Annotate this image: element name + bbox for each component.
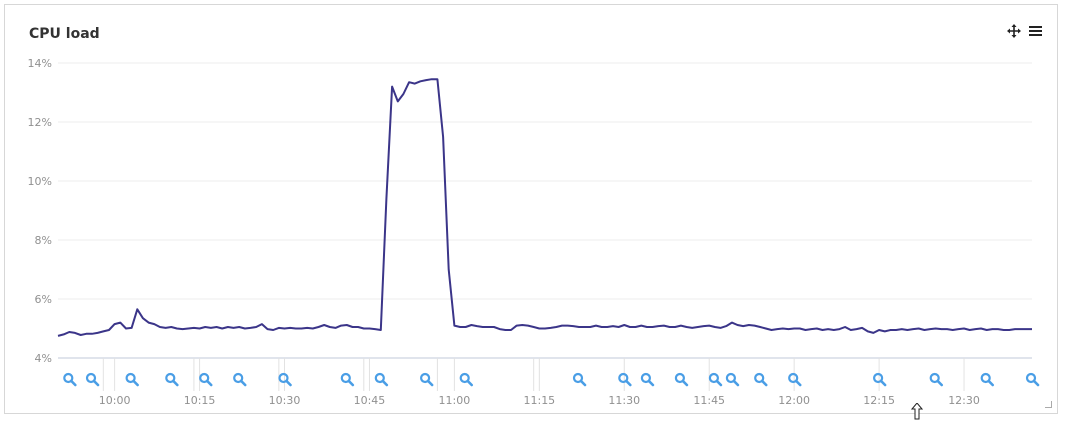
- y-tick-label: 12%: [28, 116, 52, 129]
- y-tick-label: 14%: [28, 57, 52, 70]
- event-marker-search-icon[interactable]: [233, 372, 247, 387]
- event-marker-search-icon[interactable]: [125, 372, 139, 387]
- x-tick-label: 12:30: [948, 394, 980, 407]
- event-marker-search-icon[interactable]: [459, 372, 474, 387]
- event-marker-search-icon[interactable]: [618, 372, 632, 387]
- cpu-load-series-line: [57, 78, 1032, 337]
- x-tick-label: 10:15: [184, 394, 216, 407]
- x-tick-label: 10:30: [269, 394, 301, 407]
- event-marker-search-icon[interactable]: [872, 372, 887, 387]
- event-marker-search-icon[interactable]: [374, 372, 389, 387]
- x-tick-label: 12:00: [778, 394, 810, 407]
- event-marker-search-icon[interactable]: [708, 372, 723, 387]
- event-marker-search-icon[interactable]: [980, 372, 995, 387]
- axis-layer: 4% 6% 8% 10% 12% 14% 10:00 10:15 10:30 10:45 11:00…: [28, 57, 980, 407]
- y-tick-label: 8%: [35, 234, 52, 247]
- x-tick-label: 10:00: [99, 394, 131, 407]
- resize-handle[interactable]: [1045, 401, 1052, 408]
- event-marker-search-icon[interactable]: [63, 372, 77, 387]
- event-marker-search-icon[interactable]: [420, 372, 434, 387]
- event-marker-layer: [63, 372, 1040, 387]
- y-tick-label: 10%: [28, 175, 52, 188]
- x-tick-label: 10:45: [354, 394, 386, 407]
- mouse-cursor-icon: [910, 402, 924, 425]
- menu-icon[interactable]: [1029, 24, 1042, 43]
- move-icon[interactable]: [1007, 24, 1021, 43]
- line-layer: [57, 78, 1032, 337]
- x-tick-label: 11:15: [523, 394, 555, 407]
- event-marker-search-icon[interactable]: [278, 372, 292, 387]
- event-marker-search-icon[interactable]: [199, 372, 213, 387]
- event-marker-search-icon[interactable]: [754, 372, 768, 387]
- x-tick-label: 12:15: [863, 394, 895, 407]
- x-tick-label: 11:45: [693, 394, 725, 407]
- x-tick-label: 11:30: [608, 394, 640, 407]
- y-tick-label: 4%: [35, 352, 52, 365]
- cpu-load-widget: CPU load: [4, 4, 1058, 414]
- event-marker-search-icon[interactable]: [788, 372, 802, 387]
- event-marker-search-icon[interactable]: [725, 372, 740, 387]
- y-tick-label: 6%: [35, 293, 52, 306]
- event-marker-search-icon[interactable]: [640, 372, 655, 387]
- event-marker-search-icon[interactable]: [1025, 372, 1040, 387]
- event-marker-search-icon[interactable]: [929, 372, 944, 387]
- event-marker-search-icon[interactable]: [572, 372, 587, 387]
- event-marker-search-icon[interactable]: [165, 372, 179, 387]
- grid-layer: [58, 62, 1032, 391]
- event-marker-search-icon[interactable]: [340, 372, 355, 387]
- x-tick-label: 11:00: [439, 394, 471, 407]
- widget-title: CPU load: [29, 26, 100, 42]
- event-marker-search-icon[interactable]: [85, 372, 100, 387]
- event-marker-search-icon[interactable]: [674, 372, 689, 387]
